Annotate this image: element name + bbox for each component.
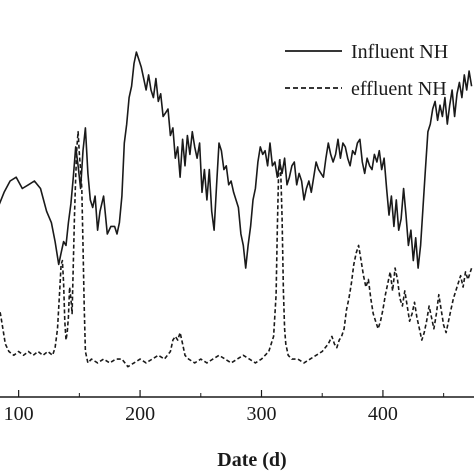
x-axis-ticks: 100 200 300 400 bbox=[4, 390, 445, 425]
legend: Influent NH effluent NH bbox=[285, 41, 448, 100]
series-line-influent bbox=[0, 51, 473, 269]
x-axis-label: Date (d) bbox=[217, 449, 286, 471]
x-tick-label: 100 bbox=[4, 403, 34, 425]
legend-label-influent: Influent NH bbox=[351, 41, 448, 63]
x-tick-label: 300 bbox=[247, 403, 277, 425]
legend-label-effluent: effluent NH bbox=[351, 78, 447, 100]
series-line-effluent bbox=[0, 130, 473, 368]
x-tick-label: 400 bbox=[368, 403, 398, 425]
series-layer bbox=[0, 51, 473, 368]
x-tick-label: 200 bbox=[125, 403, 155, 425]
